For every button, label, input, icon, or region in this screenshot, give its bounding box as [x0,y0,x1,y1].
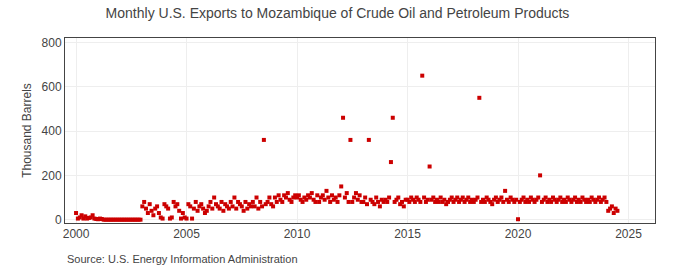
svg-text:400: 400 [42,124,62,138]
svg-text:600: 600 [42,80,62,94]
svg-text:Thousand Barrels: Thousand Barrels [20,83,34,178]
svg-text:2025: 2025 [615,227,642,241]
svg-text:2010: 2010 [284,227,311,241]
svg-text:Source: U.S. Energy Informatio: Source: U.S. Energy Information Administ… [67,253,298,265]
svg-text:0: 0 [55,213,62,227]
svg-text:2020: 2020 [505,227,532,241]
svg-text:2015: 2015 [394,227,421,241]
svg-text:2000: 2000 [63,227,90,241]
svg-text:200: 200 [42,169,62,183]
svg-text:800: 800 [42,36,62,50]
svg-text:2005: 2005 [173,227,200,241]
svg-text:Monthly U.S. Exports to Mozamb: Monthly U.S. Exports to Mozambique of Cr… [106,5,570,21]
